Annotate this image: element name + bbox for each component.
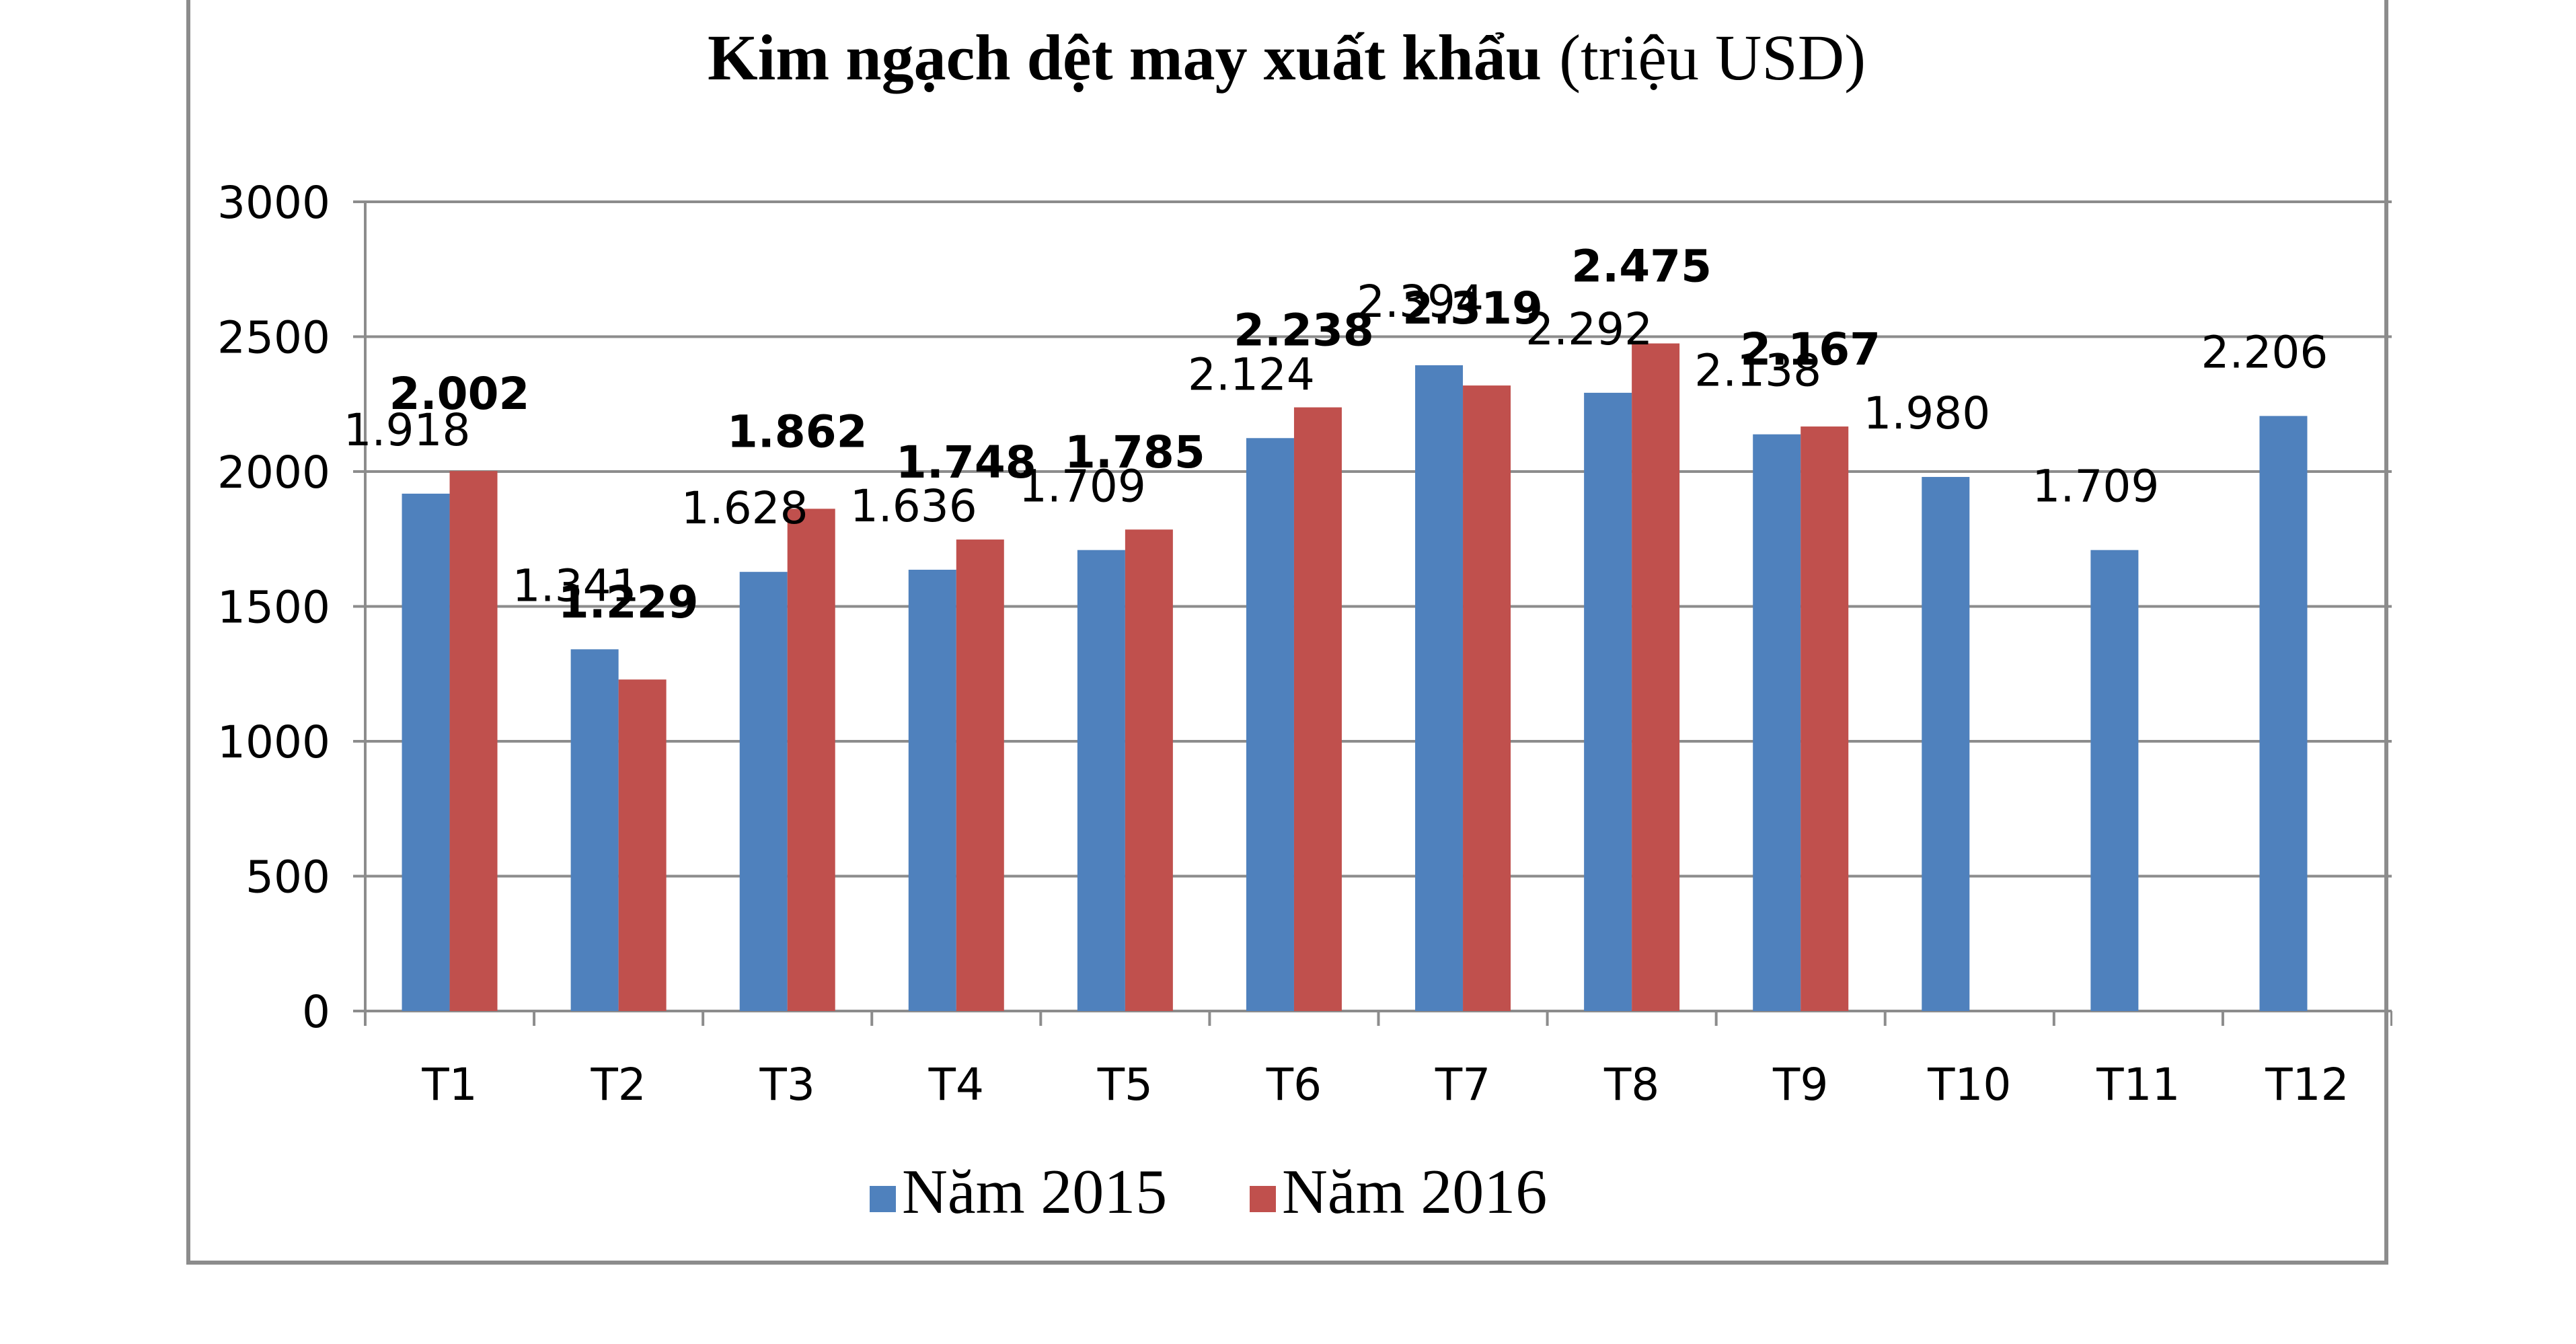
bar-2016: [787, 509, 835, 1011]
legend-label: Năm 2015: [902, 1157, 1167, 1227]
x-tick-label: T6: [1266, 1059, 1322, 1111]
x-tick-label: T4: [928, 1059, 984, 1111]
data-label-2015: 2.292: [1525, 303, 1653, 355]
svg-text:Kim ngạch dệt may xuất khẩu: Kim ngạch dệt may xuất khẩu (triệu USD): [708, 22, 1866, 94]
bar-2015: [2259, 416, 2308, 1011]
bar-2015: [1415, 365, 1464, 1011]
data-label-2015: 2.206: [2201, 326, 2328, 378]
bars: [402, 343, 2308, 1011]
data-label-2015: 1.636: [850, 480, 977, 532]
x-tick-label: T12: [2265, 1059, 2349, 1111]
bar-2015: [1753, 434, 1801, 1011]
bar-2016: [1125, 529, 1173, 1011]
x-tick-label: T2: [590, 1059, 646, 1111]
data-label-2015: 1.628: [681, 482, 808, 534]
bar-2015: [2090, 550, 2139, 1011]
data-label-2015: 2.124: [1188, 348, 1315, 400]
bar-2016: [449, 471, 498, 1011]
bar-2015: [1246, 438, 1294, 1011]
bar-2015: [570, 649, 619, 1011]
data-label-2015: 1.709: [1019, 461, 1146, 513]
data-label-2015: 1.709: [2032, 461, 2159, 513]
data-label-2015: 1.341: [513, 560, 640, 611]
x-tick-label: T7: [1435, 1059, 1490, 1111]
data-label-2015: 1.980: [1863, 387, 1990, 439]
data-label-2015: 1.918: [344, 404, 471, 456]
bar-2016: [1293, 407, 1342, 1011]
gridlines: [365, 200, 2392, 878]
bar-2015: [739, 572, 788, 1011]
x-tick-label: T1: [421, 1059, 477, 1111]
bar-2016: [1801, 426, 1849, 1011]
bar-2016: [618, 679, 667, 1011]
x-tick-label: T5: [1097, 1059, 1153, 1111]
y-tick-label: 3000: [217, 177, 330, 229]
data-label-2016: 2.238: [1234, 305, 1374, 357]
legend-label: Năm 2016: [1282, 1157, 1547, 1227]
data-label-2016: 1.229: [558, 576, 699, 628]
chart-frame: Kim ngạch dệt may xuất khẩu (triệu USD) …: [186, 0, 2392, 1265]
x-tick-label: T11: [2096, 1059, 2180, 1111]
y-tick-label: 2500: [217, 312, 330, 364]
data-label-2016: 1.862: [727, 406, 868, 457]
bar-2015: [1922, 477, 1970, 1011]
data-label-2016: 2.002: [389, 368, 530, 420]
y-tick-label: 0: [302, 986, 330, 1038]
data-label-2016: 2.167: [1740, 324, 1881, 375]
data-label-2015: 2.138: [1694, 345, 1821, 397]
legend-swatch: [870, 1186, 896, 1212]
bar-2016: [1463, 385, 1511, 1011]
y-tick-label: 2000: [217, 447, 330, 498]
legend: Năm 2015 Năm 2016: [870, 1157, 1547, 1227]
bar-chart: Kim ngạch dệt may xuất khẩu (triệu USD) …: [217, 22, 2392, 1227]
y-tick-label: 1500: [217, 582, 330, 634]
legend-swatch: [1250, 1186, 1276, 1212]
chart-title-unit: (triệu USD): [1559, 22, 1866, 94]
chart-title: Kim ngạch dệt may xuất khẩu (triệu USD): [708, 22, 1866, 94]
chart-title-main: Kim ngạch dệt may xuất khẩu: [708, 22, 1542, 94]
y-tick-label: 1000: [217, 716, 330, 768]
data-label-2016: 2.475: [1571, 241, 1712, 293]
axes: 0 500 1000 1500 2000 2500 3000 T1 T2 T3 T4 T5 T6 T7 T8…: [217, 177, 2392, 1111]
bar-2015: [402, 493, 450, 1011]
data-label-2016: 2.319: [1402, 283, 1543, 334]
data-label-2016: 1.748: [896, 437, 1036, 488]
data-label-2016: 1.785: [1065, 426, 1205, 478]
bar-2016: [956, 539, 1004, 1011]
x-tick-label: T9: [1772, 1059, 1828, 1111]
bar-2015: [908, 569, 956, 1011]
bar-2015: [1584, 392, 1632, 1011]
data-label-2015: 2.394: [1357, 276, 1484, 328]
x-tick-label: T3: [759, 1059, 815, 1111]
y-tick-label: 500: [245, 852, 330, 903]
bar-2015: [1077, 550, 1125, 1011]
bar-2016: [1632, 343, 1680, 1011]
x-tick-label: T10: [1927, 1059, 2011, 1111]
x-tick-label: T8: [1603, 1059, 1659, 1111]
